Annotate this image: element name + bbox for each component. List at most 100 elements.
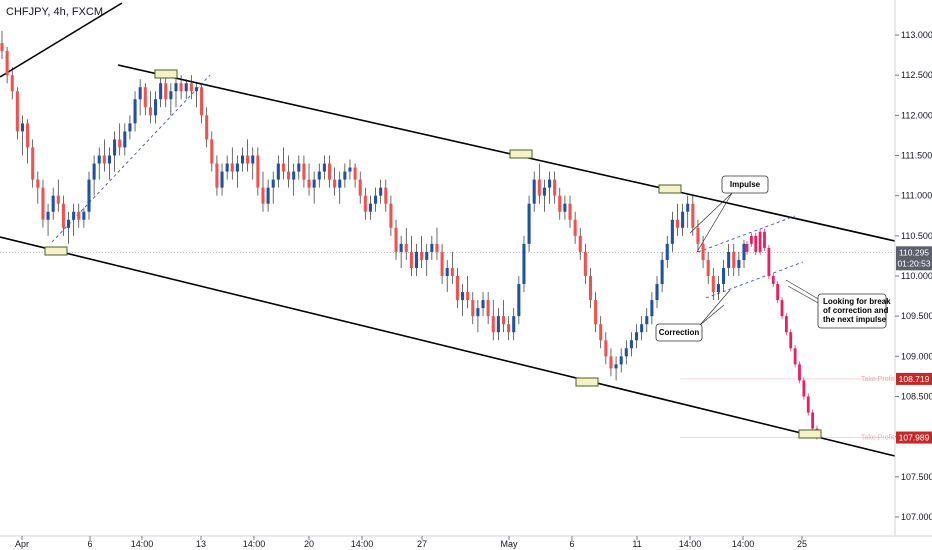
candle-body — [476, 308, 480, 317]
candle — [92, 155, 96, 196]
candle-body — [338, 179, 342, 188]
candle-body — [486, 300, 490, 317]
candle-body — [292, 171, 296, 180]
candle — [624, 340, 628, 365]
candle — [123, 123, 127, 156]
candle-body — [169, 91, 173, 100]
projection-body — [767, 247, 771, 276]
candle — [10, 67, 14, 100]
candle-body — [420, 251, 424, 260]
candle — [409, 235, 413, 276]
x-tick-label: 6 — [569, 539, 574, 549]
candle-body — [573, 219, 577, 236]
candle — [537, 163, 541, 204]
current-price-badge — [896, 246, 932, 271]
candle-body — [435, 243, 439, 252]
candle — [640, 316, 644, 341]
candle-body — [619, 356, 623, 365]
candle-body — [471, 300, 475, 317]
candle-body — [614, 364, 618, 369]
candle — [276, 155, 280, 188]
candle-body — [696, 227, 700, 244]
candle-body — [716, 284, 720, 293]
candle-body — [399, 243, 403, 252]
candle — [287, 155, 291, 188]
candle — [578, 227, 582, 260]
candle — [164, 75, 168, 108]
candle — [389, 195, 393, 236]
candle — [138, 79, 142, 116]
candle — [143, 83, 147, 116]
candle — [553, 171, 557, 204]
candle — [118, 123, 122, 156]
candle — [292, 163, 296, 196]
x-tick-label: 25 — [797, 539, 807, 549]
candle — [159, 75, 163, 108]
projection-body — [806, 396, 810, 413]
candle — [604, 332, 608, 365]
y-tick-label: 112.000 — [901, 110, 932, 120]
candle-body — [256, 155, 260, 188]
candle-body — [604, 340, 608, 357]
candle — [251, 147, 255, 180]
correction-callout-box — [655, 323, 703, 342]
candle — [26, 119, 30, 164]
candle — [558, 187, 562, 220]
take-profit-badge — [896, 372, 932, 385]
candle — [501, 300, 506, 333]
candle-body — [640, 324, 644, 333]
candle — [261, 171, 265, 212]
candle — [271, 171, 275, 204]
candle-body — [553, 179, 557, 196]
candle-body — [261, 187, 265, 204]
candle-body — [82, 211, 86, 220]
candle-body — [466, 292, 470, 301]
candle — [322, 155, 326, 180]
candle — [256, 147, 260, 196]
projection-body — [771, 276, 775, 285]
candle-body — [348, 167, 352, 172]
candle-body — [512, 316, 516, 333]
dashed-trendline — [51, 74, 211, 243]
candle — [148, 91, 152, 124]
candle-body — [732, 251, 736, 268]
candle-body — [174, 83, 178, 92]
candle-body — [240, 155, 245, 164]
candle — [681, 203, 685, 236]
chart-title: CHFJPY, 4h, FXCM — [6, 6, 103, 18]
candle-body — [635, 332, 639, 341]
time-axis: Apr 6 14:00 13 14:00 20 14:00 27 May 6 11 14:00 14:0… — [15, 536, 807, 549]
candle — [645, 308, 649, 333]
candle-body — [686, 203, 690, 212]
x-tick-label: 14:00 — [732, 539, 755, 549]
candle — [594, 292, 598, 333]
projection-body — [758, 231, 762, 252]
candle-body — [578, 235, 582, 252]
current-price-countdown: 01:20:53 — [897, 258, 930, 268]
touch-marker — [154, 69, 178, 79]
candle — [302, 155, 306, 188]
candle-body — [517, 284, 521, 317]
take-profit-label: Take Profit — [861, 435, 894, 442]
candles — [0, 30, 746, 381]
projection-body — [789, 332, 793, 349]
candle — [0, 30, 4, 60]
dashed-trendline — [697, 215, 796, 253]
candle-body — [384, 187, 388, 204]
candle — [343, 163, 347, 188]
y-tick-label: 111.000 — [901, 191, 932, 201]
candle — [496, 308, 500, 341]
projection-body — [776, 284, 780, 301]
lower-channel-line — [0, 236, 896, 457]
candle — [153, 91, 158, 124]
projection-body — [745, 243, 749, 252]
candle — [317, 163, 321, 188]
candle-body — [701, 243, 705, 260]
candle-body — [414, 251, 419, 268]
candle-body — [629, 340, 633, 349]
candle — [102, 139, 106, 172]
candle-body — [409, 251, 413, 268]
candle — [5, 47, 9, 84]
x-tick-label: 14:00 — [679, 539, 702, 549]
